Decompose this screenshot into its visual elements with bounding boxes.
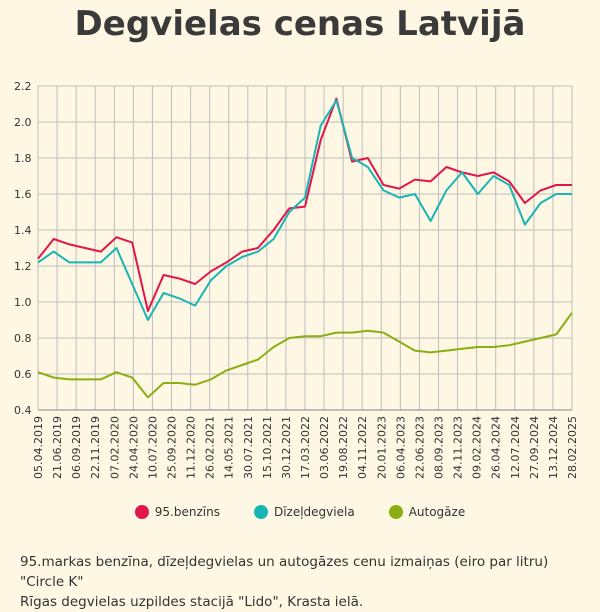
x-tick-label: 05.04.2019 [32,416,45,479]
x-tick-label: 22.06.2023 [413,416,426,479]
series-line-1 [37,99,572,321]
y-tick-label: 2.0 [14,116,32,129]
series-lines [37,97,573,399]
x-tick-label: 04.11.2022 [356,416,369,479]
x-tick-label: 25.09.2020 [166,416,179,479]
x-tick-label: 03.06.2022 [318,416,331,479]
series-line-0 [37,97,572,312]
x-tick-label: 20.01.2023 [375,416,388,479]
x-tick-label: 28.02.2025 [566,416,579,479]
x-tick-label: 24.11.2023 [452,416,465,479]
legend: 95.benzīns Dīzeļdegviela Autogāze [0,505,600,519]
y-tick-label: 1.0 [14,296,32,309]
x-tick-label: 26.02.2021 [204,416,217,479]
series-line-2 [37,312,573,399]
legend-item-dizeldegviela: Dīzeļdegviela [253,505,355,519]
y-tick-label: 1.2 [14,260,32,273]
line-chart: 0.4 0.6 0.8 1.0 1.2 1.4 1.6 1.8 2.0 2.2 05.04.201… [14,80,579,479]
x-tick-label: 14.05.2021 [223,416,236,479]
x-tick-label: 17.03.2022 [299,416,312,479]
x-tick-label: 15.10.2021 [261,416,274,479]
x-tick-label: 11.12.2020 [185,416,198,479]
legend-item-autogaze: Autogāze [388,505,466,519]
y-tick-label: 0.4 [14,404,32,417]
x-tick-label: 06.04.2023 [394,416,407,479]
legend-swatch-autogaze [388,505,403,519]
x-tick-label: 12.07.2024 [509,416,522,479]
y-tick-label: 0.6 [14,368,32,381]
y-tick-label: 1.4 [14,224,32,237]
y-tick-label: 1.6 [14,188,32,201]
y-axis-ticks: 0.4 0.6 0.8 1.0 1.2 1.4 1.6 1.8 2.0 2.2 [14,80,32,417]
y-tick-label: 2.2 [14,80,32,93]
legend-item-benzins: 95.benzīns [134,505,220,519]
chart-title: Degvielas cenas Latvijā [74,4,526,44]
x-tick-label: 09.02.2024 [471,416,484,479]
x-tick-label: 30.12.2021 [280,416,293,479]
legend-swatch-benzins [134,505,149,519]
x-tick-label: 24.04.2020 [127,416,140,479]
grid [37,85,573,411]
legend-swatch-dizeldegviela [253,505,268,519]
x-tick-label: 06.09.2019 [70,416,83,479]
caption-line-1: 95.markas benzīna, dīzeļdegvielas un aut… [20,554,549,590]
legend-label-benzins: 95.benzīns [154,505,220,519]
x-tick-label: 19.08.2022 [337,416,350,479]
x-tick-label: 21.06.2019 [51,416,64,479]
x-tick-label: 30.07.2021 [242,416,255,479]
x-tick-label: 08.09.2023 [433,416,446,479]
y-tick-label: 1.8 [14,152,32,165]
caption-line-2: Rīgas degvielas uzpildes stacijā "Lido",… [20,594,364,610]
x-tick-label: 10.07.2020 [146,416,159,479]
x-tick-label: 07.02.2020 [108,416,121,479]
legend-label-dizeldegviela: Dīzeļdegviela [273,505,355,519]
x-tick-label: 22.11.2019 [89,416,102,479]
x-tick-label: 27.09.2024 [528,416,541,479]
x-axis-ticks: 05.04.2019 21.06.2019 06.09.2019 22.11.2019… [32,416,579,479]
x-tick-label: 13.12.2024 [547,416,560,479]
legend-label-autogaze: Autogāze [408,505,466,519]
x-tick-label: 26.04.2024 [490,416,503,479]
y-tick-label: 0.8 [14,332,32,345]
chart-caption: 95.markas benzīna, dīzeļdegvielas un aut… [20,552,590,612]
